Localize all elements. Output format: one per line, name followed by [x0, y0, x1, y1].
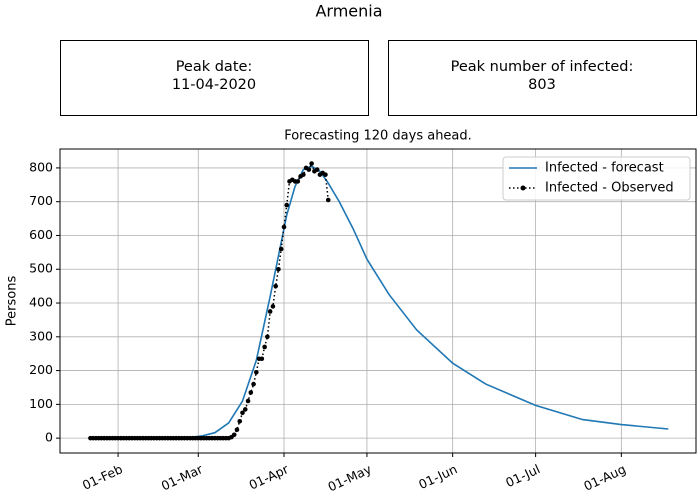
x-tick-label: 01-Feb: [80, 461, 125, 493]
y-tick-label: 500: [29, 261, 53, 276]
observed-point: [267, 309, 273, 314]
legend-box: [502, 156, 691, 201]
observed-point: [284, 202, 290, 208]
observed-point: [245, 398, 251, 404]
observed-point: [231, 432, 237, 438]
x-tick-label: 01-Mar: [159, 461, 206, 494]
chart-title: Armenia: [315, 2, 382, 21]
observed-point: [242, 407, 248, 412]
observed-point: [273, 283, 278, 289]
x-tick-label: 01-Aug: [581, 461, 628, 493]
observed-point: [240, 410, 245, 416]
observed-point: [325, 197, 331, 203]
observed-point: [314, 167, 320, 172]
observed-point: [254, 369, 259, 375]
y-tick-label: 300: [29, 328, 53, 343]
observed-point: [301, 172, 306, 177]
info-box: [388, 40, 697, 116]
forecast-line: [90, 165, 669, 439]
chart-subtitle: Forecasting 120 days ahead.: [284, 129, 472, 144]
observed-point: [251, 381, 256, 387]
y-tick-label: 100: [29, 396, 53, 411]
y-tick-label: 700: [29, 193, 53, 208]
x-tick-label: 01-Jun: [416, 461, 459, 492]
observed-point: [295, 179, 301, 184]
y-tick-label: 400: [29, 295, 53, 310]
observed-point: [265, 334, 270, 340]
observed-point: [309, 161, 314, 166]
observed-point: [234, 427, 240, 432]
observed-line: [90, 161, 329, 439]
observed-point: [270, 304, 276, 309]
info-value: 803: [528, 77, 556, 93]
observed-point: [237, 418, 243, 424]
observed-point: [262, 344, 267, 350]
y-tick-label: 0: [45, 430, 53, 445]
legend-label: Infected - Observed: [545, 181, 674, 196]
observed-point: [259, 356, 265, 362]
info-box: [60, 40, 369, 116]
observed-point: [278, 246, 284, 252]
info-label: Peak number of infected:: [451, 59, 634, 75]
info-value: 11-04-2020: [172, 77, 256, 93]
y-axis-label: Persons: [5, 276, 20, 327]
x-tick-label: 01-Jul: [503, 461, 542, 490]
observed-point: [323, 172, 328, 177]
y-tick-label: 600: [29, 227, 53, 242]
observed-point: [248, 390, 254, 395]
legend-label: Infected - forecast: [545, 161, 664, 176]
observed-point: [276, 266, 281, 272]
info-label: Peak date:: [176, 59, 253, 75]
observed-point: [281, 224, 287, 230]
y-tick-label: 800: [29, 159, 53, 174]
y-tick-label: 200: [29, 362, 53, 377]
x-tick-label: 01-Apr: [247, 461, 292, 493]
legend-marker: [520, 185, 526, 191]
x-tick-label: 01-May: [325, 461, 374, 494]
observed-point: [306, 167, 312, 172]
plot-frame: [59, 148, 697, 454]
